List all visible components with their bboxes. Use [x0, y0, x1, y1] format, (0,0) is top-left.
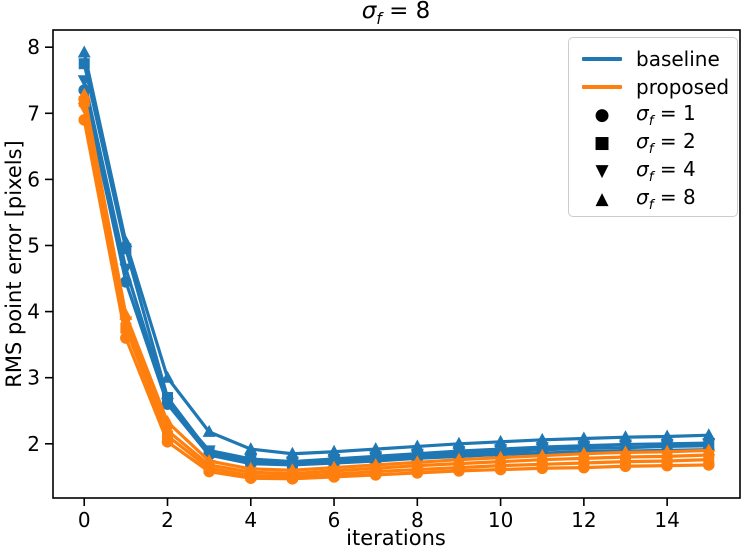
- series-marker-baseline-sigma-8: [410, 439, 424, 452]
- square-marker-icon: ■: [593, 132, 611, 153]
- series-line-proposed-sigma-8: [82, 94, 709, 472]
- series-marker-proposed-sigma-8: [119, 307, 133, 320]
- y-tick-label: 6: [27, 167, 40, 191]
- title-sigma: σ: [361, 0, 377, 25]
- chart-title: σf = 8: [362, 0, 431, 28]
- series-marker-proposed-sigma-8: [535, 448, 549, 461]
- legend-item-sigma-1: ● σf = 1: [578, 101, 737, 129]
- y-tick-label: 5: [27, 233, 40, 257]
- series-marker-baseline-sigma-8: [202, 424, 216, 437]
- triangle-down-marker-icon: ▼: [595, 160, 609, 181]
- x-tick-label: 14: [654, 508, 679, 532]
- series-marker-proposed-sigma-8: [244, 461, 258, 474]
- legend-label-sigma-4: σf = 4: [636, 157, 696, 185]
- series-marker-baseline-sigma-4: [161, 397, 174, 410]
- series-marker-baseline-sigma-4: [244, 454, 258, 466]
- series-line-baseline-sigma-8: [82, 52, 709, 456]
- legend-label-sigma-2: σf = 2: [636, 129, 696, 157]
- series-line-proposed-sigma-1: [82, 119, 709, 481]
- series-marker-baseline-sigma-8: [369, 442, 383, 455]
- series-marker-proposed-sigma-8: [452, 452, 466, 465]
- series-marker-proposed-sigma-8: [494, 450, 508, 463]
- y-tick-label: 3: [27, 366, 40, 390]
- series-line-proposed-sigma-4: [82, 107, 709, 476]
- series-marker-baseline-sigma-2: [120, 243, 132, 255]
- x-tick-label: 8: [411, 508, 424, 532]
- series-marker-baseline-sigma-8: [702, 428, 716, 441]
- series-line-baseline-sigma-4: [82, 79, 709, 464]
- series-marker-baseline-sigma-4: [535, 442, 549, 455]
- legend-label-proposed: proposed: [636, 75, 730, 99]
- x-tick-label: 6: [328, 508, 341, 532]
- y-tick-label: 7: [27, 101, 40, 125]
- x-tick-label: 10: [488, 508, 513, 532]
- circle-marker-icon: ●: [594, 104, 610, 125]
- series-marker-proposed-sigma-8: [577, 446, 591, 459]
- series-marker-proposed-sigma-8: [327, 460, 341, 473]
- title-rest: = 8: [381, 0, 431, 25]
- triangle-up-marker-icon: ▲: [595, 188, 609, 209]
- y-tick-label: 8: [27, 35, 40, 59]
- legend-item-sigma-2: ■ σf = 2: [578, 129, 737, 157]
- series-marker-proposed-sigma-8: [77, 87, 91, 100]
- x-tick-label: 2: [161, 508, 174, 532]
- x-tick-label: 0: [78, 508, 91, 532]
- series-marker-baseline-sigma-8: [77, 45, 91, 58]
- series-marker-baseline-sigma-4: [119, 263, 133, 276]
- series-marker-baseline-sigma-4: [202, 445, 216, 458]
- legend-label-sigma-8: σf = 8: [636, 185, 696, 213]
- series-line-baseline-sigma-1: [82, 89, 709, 467]
- axes-spines: [52, 29, 741, 499]
- series-marker-baseline-sigma-8: [119, 235, 133, 248]
- series-marker-proposed-sigma-8: [410, 455, 424, 468]
- legend-item-sigma-8: ▲ σf = 8: [578, 185, 737, 213]
- baseline-line-swatch: [582, 57, 622, 61]
- series-marker-baseline-sigma-8: [619, 430, 632, 443]
- series-marker-proposed-sigma-8: [161, 414, 174, 427]
- y-tick-label: 2: [27, 432, 40, 456]
- legend-item-sigma-4: ▼ σf = 4: [578, 157, 737, 185]
- series-marker-baseline-sigma-8: [535, 432, 549, 445]
- series-marker-proposed-sigma-4: [161, 425, 174, 438]
- series-marker-baseline-sigma-4: [494, 444, 508, 457]
- series-marker-proposed-sigma-8: [660, 444, 674, 457]
- series-marker-baseline-sigma-8: [285, 446, 299, 459]
- series-marker-proposed-sigma-8: [619, 445, 632, 458]
- series-marker-baseline-sigma-8: [244, 442, 258, 455]
- x-tick-label: 12: [571, 508, 596, 532]
- series-marker-baseline-sigma-8: [494, 434, 508, 447]
- series-marker-baseline-sigma-8: [577, 431, 591, 444]
- series-marker-proposed-sigma-8: [369, 457, 383, 470]
- y-tick-label: 4: [27, 300, 40, 324]
- legend-item-proposed: proposed: [578, 73, 737, 101]
- series-marker-baseline-sigma-4: [410, 448, 424, 461]
- x-axis-label: iterations: [346, 526, 446, 550]
- series-line-proposed-sigma-2: [82, 101, 709, 478]
- series-marker-proposed-sigma-8: [285, 463, 299, 476]
- series-marker-baseline-sigma-8: [161, 370, 174, 383]
- legend: baseline proposed ● σf = 1 ■ σf = 2 ▼ σf…: [568, 37, 738, 217]
- series-marker-baseline-sigma-4: [452, 446, 466, 459]
- series-marker-baseline-sigma-4: [285, 456, 299, 469]
- proposed-line-swatch: [582, 85, 622, 89]
- title-subscript: f: [376, 8, 382, 28]
- series-marker-baseline-sigma-8: [660, 429, 674, 442]
- legend-label-baseline: baseline: [636, 47, 720, 71]
- series-marker-baseline-sigma-4: [327, 454, 341, 466]
- series-marker-baseline-sigma-8: [452, 436, 466, 449]
- series-marker-baseline-sigma-4: [77, 75, 91, 88]
- series-marker-baseline-sigma-4: [369, 451, 383, 464]
- series-marker-baseline-sigma-2: [78, 58, 90, 70]
- legend-item-baseline: baseline: [578, 45, 737, 73]
- series-marker-proposed-sigma-8: [202, 453, 216, 466]
- series-marker-proposed-sigma-8: [702, 443, 716, 456]
- legend-label-sigma-1: σf = 1: [636, 101, 696, 129]
- x-tick-label: 4: [244, 508, 257, 532]
- series-marker-baseline-sigma-8: [327, 444, 341, 457]
